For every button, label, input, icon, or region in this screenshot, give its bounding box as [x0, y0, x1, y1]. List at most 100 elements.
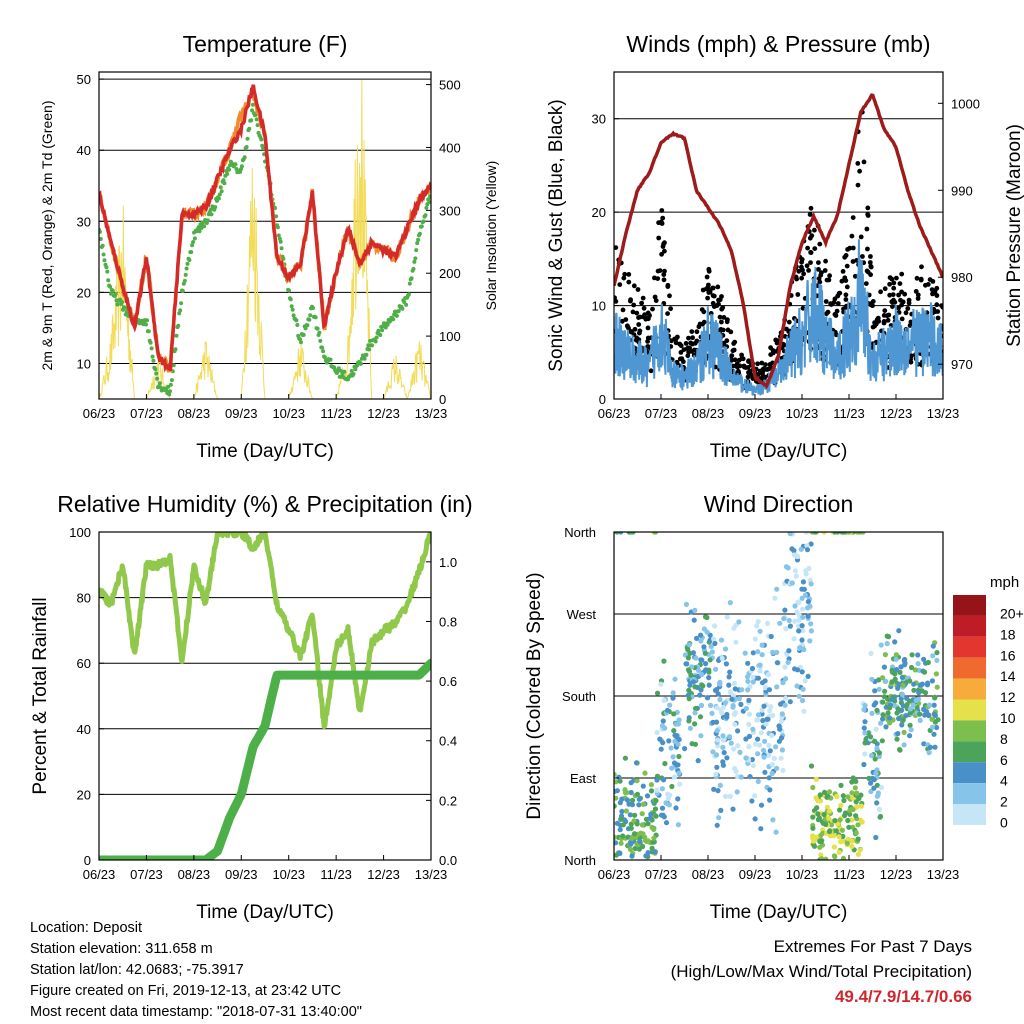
gust-point	[870, 299, 876, 304]
dewpoint-point	[124, 309, 129, 314]
gust-point	[887, 275, 893, 280]
direction-point	[877, 813, 884, 820]
dewpoint-point	[113, 292, 118, 297]
direction-point	[756, 742, 763, 748]
direction-point	[815, 811, 821, 817]
direction-point	[686, 696, 692, 702]
dewpoint-point	[318, 338, 323, 343]
direction-point	[900, 703, 906, 709]
direction-point	[671, 728, 677, 734]
direction-point	[907, 733, 913, 739]
direction-point	[642, 834, 648, 840]
gust-point	[882, 286, 888, 292]
dewpoint-point	[110, 288, 115, 293]
direction-point	[699, 671, 705, 678]
dewpoint-point	[290, 307, 295, 312]
direction-point	[761, 703, 767, 709]
direction-point	[872, 688, 878, 694]
direction-point	[897, 747, 903, 753]
direction-point	[685, 667, 692, 673]
dewpoint-point	[380, 328, 385, 333]
gust-point	[645, 344, 651, 349]
gust-point	[816, 260, 821, 265]
extremes-values: 49.4/7.9/14.7/0.66	[834, 987, 972, 1006]
direction-point	[727, 689, 733, 695]
direction-point	[801, 708, 807, 714]
direction-point	[783, 626, 789, 632]
direction-point	[797, 645, 803, 651]
dewpoint-point	[378, 333, 383, 337]
direction-point	[736, 696, 743, 702]
direction-point	[805, 673, 811, 680]
gust-point	[689, 329, 695, 334]
gust-point	[674, 359, 680, 365]
direction-point	[838, 802, 844, 809]
direction-point	[773, 744, 779, 750]
dewpoint-point	[153, 367, 158, 372]
gust-point	[807, 235, 813, 241]
dewpoint-point	[102, 258, 107, 263]
direction-point	[908, 664, 915, 671]
direction-point	[714, 705, 720, 711]
direction-point	[823, 821, 829, 828]
y2-tick-label: 400	[439, 140, 461, 155]
plot-frame	[613, 71, 944, 400]
dewpoint-point	[321, 349, 326, 354]
direction-point	[842, 810, 849, 816]
direction-point	[669, 765, 675, 771]
dewpoint-point	[413, 256, 418, 261]
direction-point	[867, 734, 874, 740]
direction-point	[750, 679, 756, 685]
legend-swatch	[953, 657, 986, 679]
direction-point	[614, 795, 619, 801]
direction-point	[799, 669, 805, 675]
direction-point	[651, 532, 658, 535]
direction-point	[763, 721, 769, 727]
direction-point	[629, 835, 635, 842]
dewpoint-point	[376, 328, 381, 333]
gust-point	[849, 233, 855, 239]
direction-point	[697, 714, 704, 720]
y-tick-label: West	[567, 607, 597, 622]
direction-point	[717, 696, 723, 703]
gust-point	[740, 356, 746, 362]
direction-point	[778, 755, 784, 761]
y2-tick-label: 0.0	[439, 853, 457, 868]
x-axis-label: Time (Day/UTC)	[196, 441, 334, 462]
gust-point	[636, 315, 641, 320]
x-tick-label: 07/23	[130, 867, 163, 882]
direction-point	[929, 678, 936, 684]
x-tick-label: 07/23	[130, 406, 163, 421]
direction-point	[715, 691, 721, 697]
direction-point	[838, 782, 844, 789]
direction-point	[644, 793, 651, 799]
direction-point	[755, 736, 761, 742]
dewpoint-point	[275, 225, 280, 230]
dewpoint-point	[411, 266, 416, 271]
direction-point	[762, 738, 768, 744]
direction-point	[717, 782, 723, 789]
dewpoint-point	[197, 229, 202, 234]
direction-point	[780, 680, 786, 686]
y2-tick-label: 1.0	[439, 555, 457, 570]
direction-point	[880, 675, 886, 681]
y-axis-label: Direction (Colored By Speed)	[524, 572, 545, 819]
direction-point	[785, 659, 791, 666]
direction-point	[776, 723, 782, 729]
y-tick-label: 10	[77, 356, 91, 371]
direction-point	[799, 606, 806, 612]
humidity-panel: 06/23 07/23 08/23 09/23 10/23 11/23 12/23 13/23…	[30, 491, 473, 923]
x-tick-label: 10/23	[272, 406, 305, 421]
y2-tick-label: 970	[951, 357, 973, 372]
dewpoint-point	[227, 167, 231, 172]
direction-point	[692, 607, 698, 613]
direction-point	[734, 773, 741, 780]
gust-point	[800, 267, 805, 273]
y2-tick-label: 1000	[951, 96, 980, 111]
direction-point	[813, 776, 819, 782]
direction-point	[899, 722, 905, 728]
dewpoint-point	[303, 326, 308, 331]
direction-point	[755, 619, 761, 625]
gust-point	[899, 302, 904, 308]
direction-panel: 06/23 07/23 08/23 09/23 10/23 11/23 12/23 13/23…	[524, 491, 1024, 923]
